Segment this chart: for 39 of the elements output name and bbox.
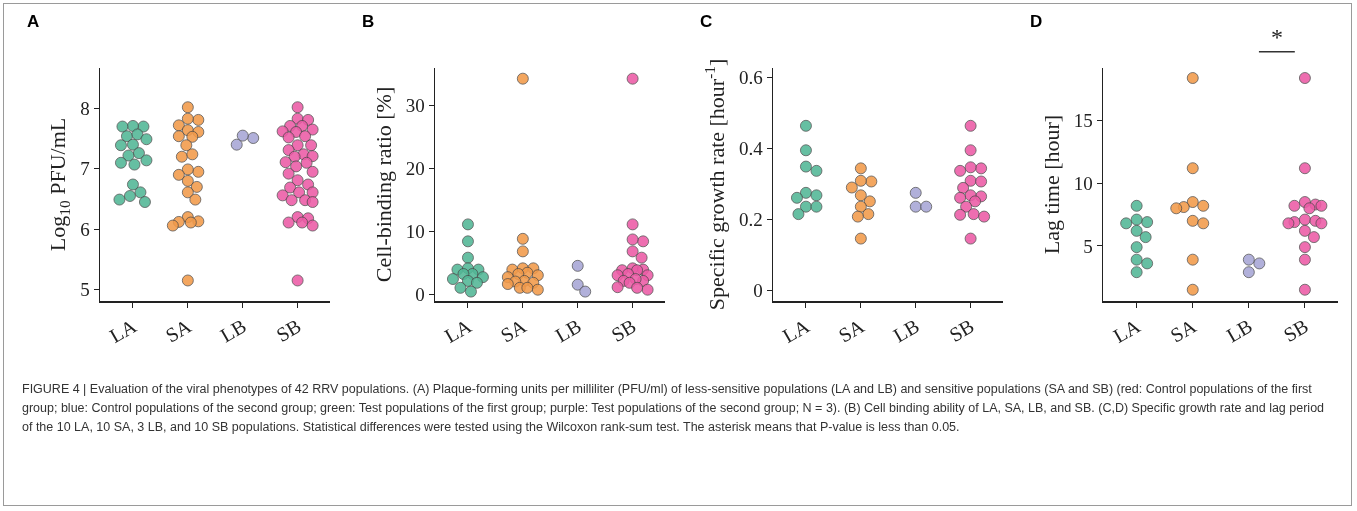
y-tick-label: 7: [80, 158, 90, 180]
text: D: [1030, 12, 1043, 31]
y-axis-title: Cell-binding ratio [%]: [370, 86, 396, 283]
y-tick-label: 6: [80, 218, 90, 240]
x-tick-label: LB: [216, 314, 250, 347]
x-tick-label: LA: [778, 314, 814, 347]
y-tick-label: 10: [405, 220, 425, 242]
x-tick-label: SB: [272, 314, 305, 346]
x-tick-label: SA: [161, 314, 196, 347]
text: C: [700, 12, 713, 31]
caption: FIGURE 4 | Evaluation of the viral phenotypes of 42 RRV populations. (A) Plaque-forming units per milliliter (PFU/ml) of less-sensitive populations (LA and LB) and sensitive populations (SA and SB) (red: Control populations of the first group; blue: Control populations of the second group; green: Test populations of the first group; purple: Test populations of the second group; N = 3). (B) Cell binding ability of LA, SA, LB, and SB. (C,D) Specific growth rate and lag period of the 10 LA, 10 SA, 3 LB, and 10 SB populations. Statistical differences were tested using the Wilcoxon rank-sum test. The asterisk means that P-value is less than 0.05.: [22, 381, 1326, 436]
y-tick-label: 30: [405, 95, 425, 117]
y-tick-label: 10: [1073, 172, 1093, 194]
y-axis-title: Lag time [hour]: [1038, 114, 1064, 255]
x-tick-label: LA: [105, 314, 141, 347]
y-tick-label: 0.2: [738, 209, 763, 231]
y-tick-label: 15: [1073, 110, 1093, 132]
text: A: [27, 12, 40, 31]
y-tick-label: 0: [753, 280, 763, 302]
text: B: [362, 12, 375, 31]
x-tick-label: LB: [889, 314, 923, 347]
x-tick-label: SB: [607, 314, 640, 346]
x-tick-label: SB: [1279, 314, 1312, 346]
y-tick-label: 8: [80, 98, 90, 120]
y-tick-label: 0.4: [738, 138, 764, 160]
x-tick-label: LA: [1109, 314, 1145, 347]
x-tick-label: LA: [440, 314, 476, 347]
y-tick-label: 0: [415, 283, 425, 305]
x-tick-label: SA: [496, 314, 531, 347]
y-tick-label: 20: [405, 158, 425, 180]
text: *: [1271, 24, 1283, 50]
x-tick-label: LB: [551, 314, 585, 347]
x-tick-label: SA: [834, 314, 869, 347]
x-tick-label: SA: [1166, 314, 1201, 347]
y-tick-label: 5: [80, 279, 90, 301]
y-tick-label: 5: [1083, 235, 1093, 257]
x-tick-label: SB: [945, 314, 978, 346]
x-tick-label: LB: [1222, 314, 1256, 347]
y-tick-label: 0.6: [738, 67, 763, 89]
